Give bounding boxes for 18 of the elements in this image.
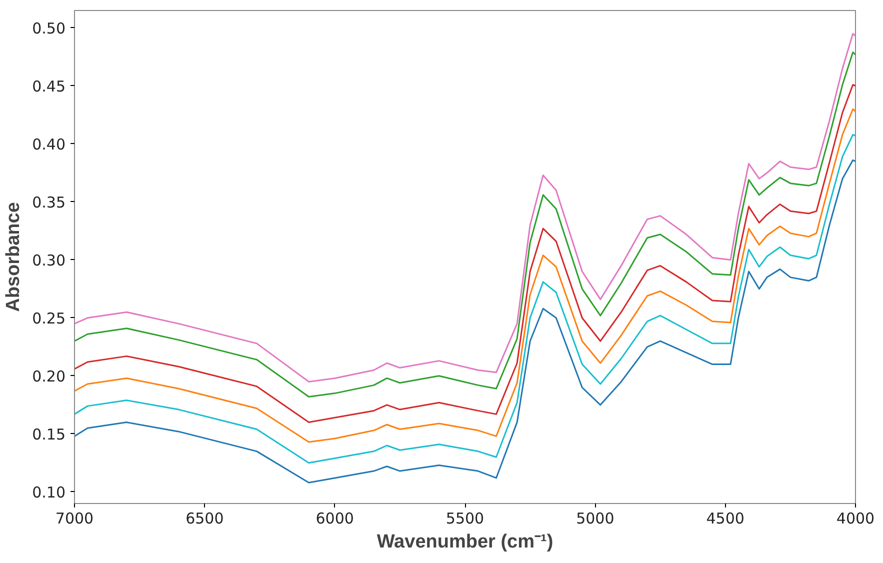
y-tick-label: 0.10 (32, 483, 66, 502)
x-tick-label: 7000 (55, 510, 94, 528)
y-tick-label: 0.25 (32, 309, 66, 328)
x-tick-label: 4500 (706, 510, 744, 528)
y-tick-label: 0.40 (32, 135, 66, 154)
y-tick-label: 0.30 (32, 251, 66, 270)
x-axis-title: Wavenumber (cm⁻¹) (376, 532, 554, 552)
x-tick-label: 6500 (186, 510, 224, 528)
y-tick-label: 0.50 (32, 19, 66, 38)
x-tick-label: 5000 (576, 510, 614, 528)
y-axis-title: Absorbance (3, 202, 24, 312)
y-tick-label: 0.45 (32, 77, 66, 96)
x-tick-label: 4000 (836, 510, 875, 528)
y-tick-label: 0.35 (32, 193, 66, 212)
y-tick-label: 0.15 (32, 425, 66, 444)
x-tick-label: 6000 (316, 510, 354, 528)
y-tick-label: 0.20 (32, 367, 66, 386)
x-tick-label: 5500 (446, 510, 484, 528)
